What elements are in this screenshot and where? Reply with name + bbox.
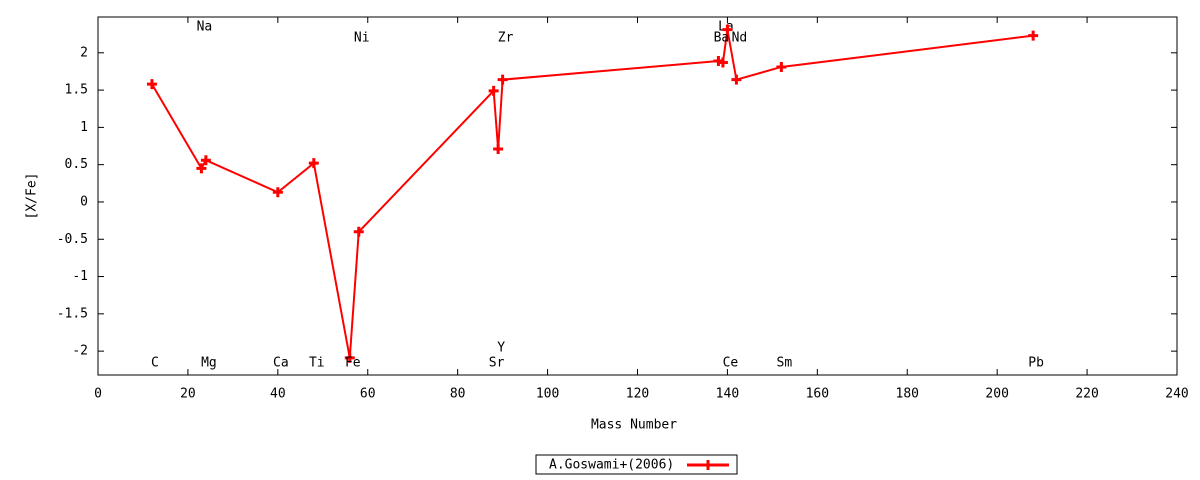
point-marker: [308, 158, 319, 169]
series-line: [151, 29, 1034, 359]
point-marker: [493, 144, 504, 155]
legend-box: [535, 454, 738, 475]
element-label: Ce: [723, 356, 739, 371]
x-tick-label: 80: [450, 387, 466, 402]
x-axis-label: Mass Number: [591, 418, 677, 433]
element-label: Sm: [777, 356, 793, 371]
point-marker: [146, 79, 157, 90]
legend-label: A.Goswami+(2006): [549, 458, 674, 473]
x-tick-label: 40: [270, 387, 286, 402]
element-label: Zr: [498, 31, 514, 46]
x-tick-label: 160: [806, 387, 829, 402]
y-tick-label: 1: [80, 120, 88, 135]
y-tick-label: -1.5: [57, 306, 88, 321]
y-axis-label: [X/Fe]: [25, 173, 40, 220]
x-tick-label: 200: [985, 387, 1008, 402]
x-tick-label: 60: [360, 387, 376, 402]
x-tick-label: 20: [180, 387, 196, 402]
x-tick-label: 100: [536, 387, 559, 402]
element-label: Fe: [345, 356, 361, 371]
y-tick-label: 1.5: [65, 83, 88, 98]
element-label: Mg: [201, 356, 217, 371]
x-tick-label: 240: [1165, 387, 1188, 402]
point-marker: [1028, 30, 1039, 41]
element-label: Ca: [273, 356, 289, 371]
x-tick-label: 140: [716, 387, 739, 402]
y-tick-label: -2: [72, 344, 88, 359]
element-label: C: [151, 356, 159, 371]
point-marker: [776, 61, 787, 72]
x-tick-label: 120: [626, 387, 649, 402]
point-marker: [731, 74, 742, 85]
element-label: Ba: [714, 31, 730, 46]
x-tick-label: 220: [1075, 387, 1098, 402]
legend-marker: [703, 460, 713, 470]
x-tick-label: 0: [94, 387, 102, 402]
element-label: Sr: [489, 356, 505, 371]
point-marker: [717, 57, 728, 68]
point-marker: [344, 352, 355, 363]
element-label: Nd: [732, 31, 748, 46]
plot-frame: [97, 16, 1178, 376]
point-marker: [272, 187, 283, 198]
element-label: Pb: [1028, 356, 1044, 371]
point-marker: [497, 74, 508, 85]
x-tick-label: 180: [896, 387, 919, 402]
element-label: Ni: [354, 31, 370, 46]
y-tick-label: 0.5: [65, 157, 88, 172]
y-tick-label: -1: [72, 269, 88, 284]
y-tick-label: 2: [80, 45, 88, 60]
element-label: Na: [197, 20, 213, 35]
y-tick-label: -0.5: [57, 232, 88, 247]
element-label: Y: [497, 341, 505, 356]
point-marker: [722, 24, 733, 35]
y-tick-label: 0: [80, 194, 88, 209]
point-marker: [488, 85, 499, 96]
point-marker: [353, 226, 364, 237]
point-marker: [196, 163, 207, 174]
element-label: Ti: [309, 356, 325, 371]
point-marker: [200, 155, 211, 166]
